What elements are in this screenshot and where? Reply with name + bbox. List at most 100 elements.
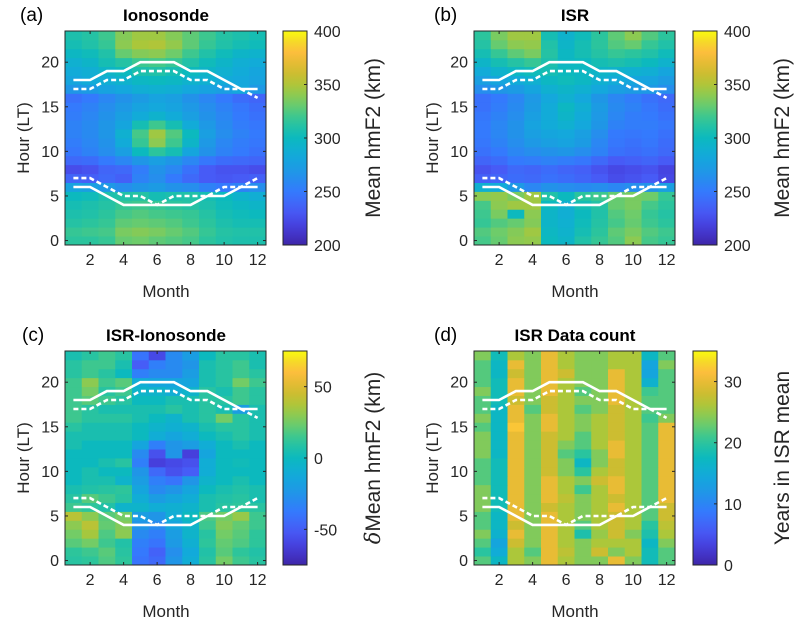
heatmap-cell xyxy=(115,164,133,175)
heatmap-cell xyxy=(658,164,676,175)
heatmap-cell xyxy=(591,466,609,477)
heatmap-cell xyxy=(541,502,559,512)
heatmap-cell xyxy=(474,155,492,166)
heatmap-cell xyxy=(199,368,217,379)
heatmap-cell xyxy=(574,155,592,166)
heatmap-cell xyxy=(507,538,525,548)
heatmap-cell xyxy=(232,511,250,521)
y-tick-label: 20 xyxy=(41,375,59,392)
heatmap-cell xyxy=(574,120,592,130)
heatmap-cell xyxy=(557,164,575,175)
heatmap-cell xyxy=(249,351,267,361)
heatmap-cell xyxy=(65,66,83,76)
dashed-sunrise-line xyxy=(73,496,259,527)
heatmap-cell xyxy=(115,57,133,68)
colorbar-tick-label: 20 xyxy=(724,436,742,453)
heatmap-cell xyxy=(641,377,659,388)
heatmap-cell xyxy=(182,138,200,148)
heatmap-cell xyxy=(215,351,233,361)
heatmap-cell xyxy=(541,368,559,379)
heatmap-cell xyxy=(232,48,250,59)
heatmap-cell xyxy=(524,493,542,503)
heatmap-cell xyxy=(507,173,525,183)
heatmap-cell xyxy=(81,440,99,450)
heatmap-cell xyxy=(608,377,626,388)
heatmap-cell xyxy=(641,227,659,237)
heatmap-cell xyxy=(591,511,609,521)
heatmap-cell xyxy=(624,173,642,183)
heatmap-cell xyxy=(148,458,166,468)
heatmap-cell xyxy=(232,493,250,503)
heatmap-cell xyxy=(115,547,133,557)
heatmap-cell xyxy=(182,502,200,512)
heatmap-cell xyxy=(115,466,133,477)
heatmap-cell xyxy=(148,39,166,50)
heatmap-cell xyxy=(232,520,250,530)
heatmap-cell xyxy=(98,449,116,459)
heatmap-cell xyxy=(81,511,99,521)
heatmap-cell xyxy=(165,404,183,414)
heatmap-cell xyxy=(474,413,492,423)
y-tick-label: 0 xyxy=(459,233,468,250)
heatmap-cell xyxy=(541,84,559,94)
heatmap-cell xyxy=(524,458,542,468)
heatmap-cell xyxy=(474,529,492,539)
heatmap-cell xyxy=(608,120,626,130)
heatmap-cell xyxy=(574,31,592,41)
heatmap-cell xyxy=(115,351,133,361)
heatmap-cell xyxy=(641,173,659,183)
heatmap-cell xyxy=(608,111,626,121)
heatmap-cell xyxy=(132,422,150,432)
heatmap-cell xyxy=(541,227,559,237)
heatmap-cell xyxy=(165,84,183,94)
colorbar-tick-label: 250 xyxy=(724,185,751,202)
heatmap-cell xyxy=(574,431,592,441)
heatmap-cell xyxy=(232,556,250,566)
heatmap-cell xyxy=(165,351,183,361)
heatmap-cell xyxy=(215,209,233,219)
heatmap-cell xyxy=(215,146,233,157)
heatmap-cell xyxy=(215,386,233,396)
heatmap-cell xyxy=(574,422,592,432)
heatmap-cell xyxy=(65,368,83,379)
heatmap-cell xyxy=(232,236,250,246)
heatmap-cell xyxy=(115,48,133,59)
heatmap-cell xyxy=(132,556,150,566)
heatmap-cell xyxy=(249,102,267,112)
colorbar-tick-label: 0 xyxy=(724,558,733,575)
heatmap-cell xyxy=(658,102,676,112)
heatmap-cell xyxy=(624,547,642,557)
heatmap-cell xyxy=(148,129,166,139)
colorbar xyxy=(692,350,718,566)
heatmap-cell xyxy=(658,84,676,94)
heatmap-cell xyxy=(641,422,659,432)
heatmap-cell xyxy=(65,236,83,246)
x-tick-label: 4 xyxy=(528,252,537,269)
plot-frame xyxy=(64,350,267,566)
heatmap-cell xyxy=(591,368,609,379)
heatmap-cell xyxy=(148,351,166,361)
heatmap-cell xyxy=(624,413,642,423)
heatmap-cell xyxy=(215,155,233,166)
heatmap-cell xyxy=(524,57,542,68)
heatmap-cell xyxy=(591,422,609,432)
heatmap-cell xyxy=(215,431,233,441)
heatmap-cell xyxy=(524,511,542,521)
heatmap-cell xyxy=(507,227,525,237)
heatmap-cell xyxy=(132,386,150,396)
heatmap-cell xyxy=(474,547,492,557)
heatmap-cell xyxy=(541,386,559,396)
heatmap-cell xyxy=(658,75,676,85)
heatmap-cell xyxy=(490,475,508,486)
heatmap-cell xyxy=(98,475,116,486)
heatmap-cell xyxy=(524,182,542,192)
heatmap-cell xyxy=(215,57,233,68)
heatmap-cell xyxy=(115,129,133,139)
heatmap-cell xyxy=(81,218,99,228)
heatmap-cell xyxy=(557,493,575,503)
heatmap-cell xyxy=(608,173,626,183)
heatmap-cell xyxy=(507,93,525,103)
heatmap-cell xyxy=(165,93,183,103)
heatmap-cell xyxy=(215,359,233,370)
heatmap-cell xyxy=(182,227,200,237)
